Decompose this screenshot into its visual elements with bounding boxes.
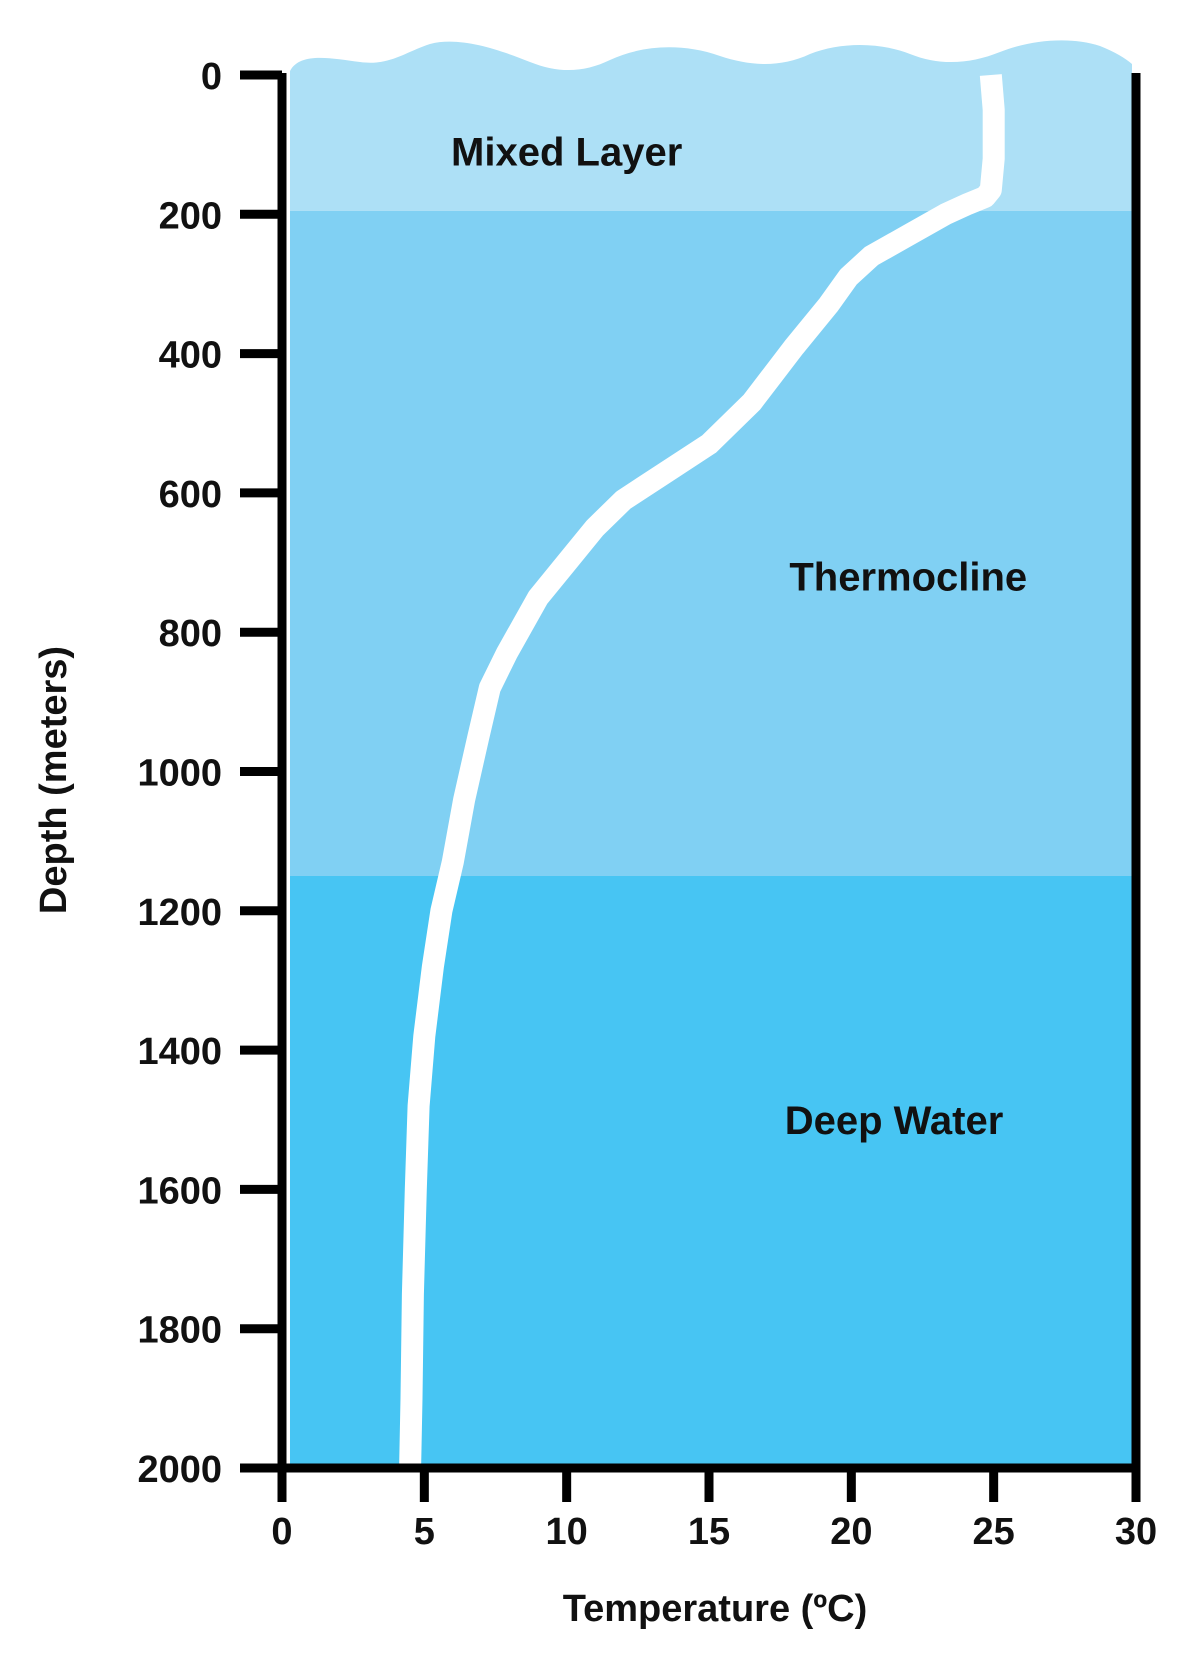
temperature-profile-line <box>399 74 1005 1469</box>
x-tick-label: 10 <box>546 1511 588 1553</box>
layer-thermocline <box>290 210 1132 876</box>
layer-label-deep-water: Deep Water <box>785 1099 1004 1143</box>
x-axis-label: Temperature (ºC) <box>563 1588 868 1630</box>
y-tick-label: 800 <box>159 613 222 655</box>
water-surface-wave <box>290 40 1132 75</box>
x-tick-label: 30 <box>1115 1511 1157 1553</box>
series-group <box>399 74 1005 1469</box>
y-tick-label: 1600 <box>137 1170 222 1212</box>
layer-mixed-layer <box>290 71 1132 211</box>
y-tick-label: 2000 <box>137 1449 222 1491</box>
y-tick-label: 600 <box>159 474 222 516</box>
x-tick-label: 25 <box>973 1511 1015 1553</box>
layer-label-mixed-layer: Mixed Layer <box>451 131 682 175</box>
y-axis-label: Depth (meters) <box>33 646 75 914</box>
layer-label-thermocline: Thermocline <box>789 555 1027 599</box>
x-tick-label: 0 <box>271 1511 292 1553</box>
x-tick-label: 20 <box>830 1511 872 1553</box>
axes: 0 200 400 600 800 1000 1200 1400 1600 1800 2000 0 5 1… <box>137 56 1157 1553</box>
y-tick-label: 1800 <box>137 1310 222 1352</box>
y-tick-label: 400 <box>159 335 222 377</box>
x-tick-label: 15 <box>688 1511 730 1553</box>
y-tick-label: 200 <box>159 195 222 237</box>
y-tick-label: 1400 <box>137 1031 222 1073</box>
layer-labels: Mixed Layer Thermocline Deep Water <box>451 131 1027 1143</box>
y-tick-label: 0 <box>201 56 222 98</box>
x-tick-label: 5 <box>414 1511 435 1553</box>
y-tick-label: 1200 <box>137 892 222 934</box>
y-tick-label: 1000 <box>137 753 222 795</box>
